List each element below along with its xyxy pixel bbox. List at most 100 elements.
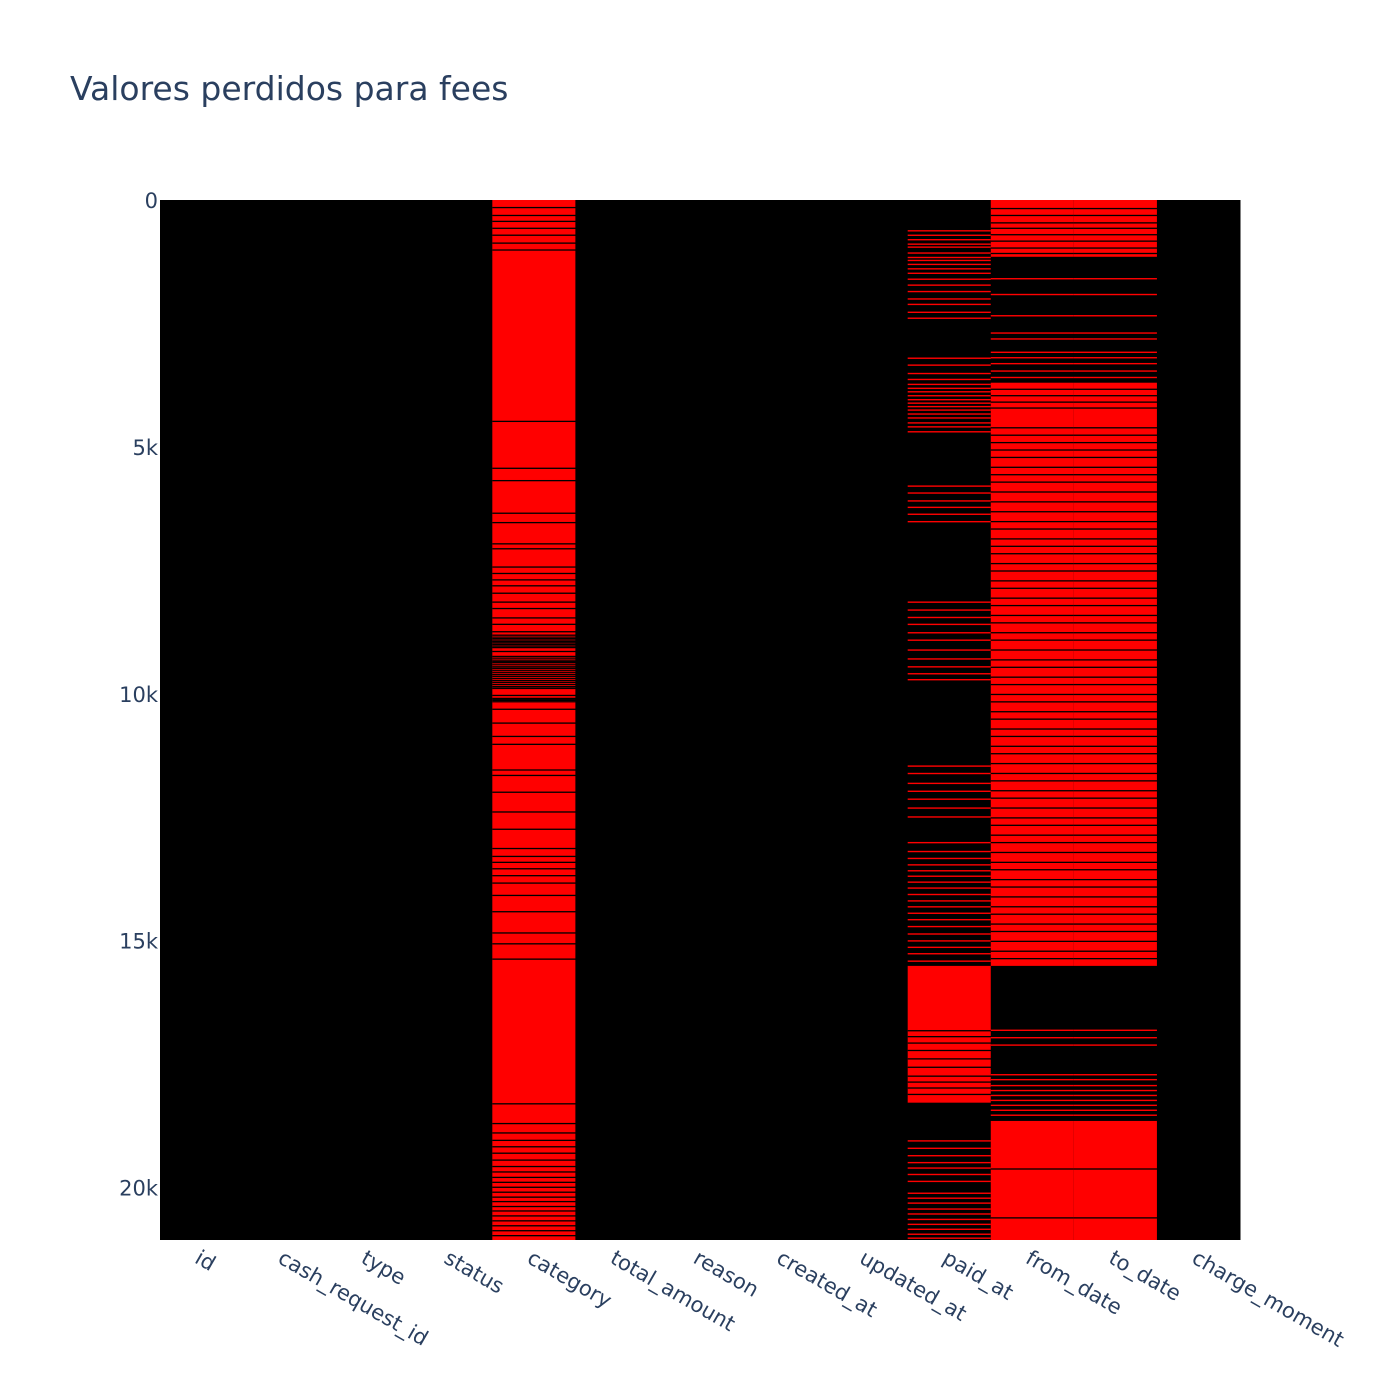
missing-row-paid_at xyxy=(907,1202,992,1204)
dense-row-paid_at xyxy=(907,569,992,571)
present-row-category xyxy=(492,943,576,945)
present-row-from_date xyxy=(990,718,1075,720)
dense-row-paid_at xyxy=(907,688,992,690)
missing-row-from_date xyxy=(990,1094,1075,1097)
present-row-to_date xyxy=(1073,545,1158,547)
dense-row-paid_at xyxy=(907,757,992,759)
missing-row-to_date xyxy=(1073,338,1158,340)
dense-row-paid_at xyxy=(907,436,992,438)
present-row-from_date xyxy=(990,728,1075,730)
dense-row-paid_at xyxy=(907,557,992,559)
dense-row-paid_at xyxy=(907,558,992,561)
present-row-from_date xyxy=(990,940,1075,943)
present-row-category xyxy=(492,894,576,897)
dense-row-paid_at xyxy=(907,552,992,554)
dense-row-paid_at xyxy=(907,555,992,557)
present-row-to_date xyxy=(1073,851,1158,854)
missing-row-paid_at xyxy=(907,278,992,280)
present-row-from_date xyxy=(990,580,1075,582)
missing-row-paid_at xyxy=(907,263,992,266)
missing-block-to_date xyxy=(1073,1120,1158,1240)
dense-row-paid_at xyxy=(907,455,992,457)
present-row-category xyxy=(492,634,576,636)
present-row-to_date xyxy=(1073,491,1158,493)
dense-row-paid_at xyxy=(907,446,992,448)
missing-row-from_date xyxy=(990,351,1075,353)
present-row-to_date xyxy=(1073,614,1158,617)
dense-row-paid_at xyxy=(907,465,992,467)
present-row-from_date xyxy=(990,683,1075,686)
dense-row-paid_at xyxy=(907,754,992,756)
present-row-from_date xyxy=(990,247,1075,249)
present-row-category xyxy=(492,911,576,913)
dense-row-paid_at xyxy=(907,470,992,473)
present-row-category xyxy=(492,828,576,830)
present-row-from_date xyxy=(990,1217,1075,1219)
present-row-paid_at xyxy=(907,1049,992,1052)
present-row-from_date xyxy=(990,622,1075,624)
present-row-category xyxy=(492,650,576,653)
missing-row-from_date xyxy=(990,370,1075,372)
present-row-to_date xyxy=(1073,587,1158,589)
missing-row-paid_at xyxy=(907,409,992,411)
present-row-from_date xyxy=(990,807,1075,809)
dense-row-paid_at xyxy=(907,564,992,566)
missing-row-to_date xyxy=(1073,1044,1158,1046)
present-row-to_date xyxy=(1073,906,1158,908)
missing-row-paid_at xyxy=(907,1140,992,1142)
present-row-from_date xyxy=(990,632,1075,634)
missing-row-from_date xyxy=(990,1089,1075,1092)
missing-row-to_date xyxy=(1073,1094,1158,1097)
dense-row-paid_at xyxy=(907,736,992,738)
plot-area xyxy=(160,200,1241,1240)
missing-row-paid_at xyxy=(907,252,992,254)
missing-row-paid_at xyxy=(907,1197,992,1199)
dense-row-category xyxy=(492,636,576,638)
dense-row-paid_at xyxy=(907,443,992,445)
missing-block-from_date xyxy=(990,382,1075,966)
present-row-from_date xyxy=(990,587,1075,589)
missing-row-paid_at xyxy=(907,960,992,962)
present-row-category xyxy=(492,585,576,587)
dense-row-paid_at xyxy=(907,531,992,533)
present-row-from_date xyxy=(990,466,1075,468)
heatmap-column-status xyxy=(409,200,493,1240)
dense-row-paid_at xyxy=(907,747,992,749)
present-row-to_date xyxy=(1073,666,1158,668)
present-row-category xyxy=(492,1191,576,1193)
present-row-to_date xyxy=(1073,772,1158,775)
missing-row-to_date xyxy=(1073,376,1158,379)
present-row-category xyxy=(492,1103,576,1105)
present-row-from_date xyxy=(990,427,1075,429)
present-row-category xyxy=(492,811,576,813)
missing-row-paid_at xyxy=(907,765,992,767)
missing-row-from_date xyxy=(990,278,1075,280)
dense-row-paid_at xyxy=(907,438,992,440)
present-row-to_date xyxy=(1073,735,1158,738)
present-row-from_date xyxy=(990,753,1075,755)
present-row-to_date xyxy=(1073,869,1158,871)
present-row-from_date xyxy=(990,604,1075,607)
dense-row-category xyxy=(492,670,576,672)
dense-row-paid_at xyxy=(907,546,992,549)
missing-row-paid_at xyxy=(907,311,992,313)
present-row-from_date xyxy=(990,676,1075,678)
missing-row-paid_at xyxy=(907,893,992,896)
present-row-category xyxy=(492,1159,576,1161)
present-row-to_date xyxy=(1073,913,1158,915)
dense-row-paid_at xyxy=(907,460,992,462)
present-row-paid_at xyxy=(907,1075,992,1077)
present-row-to_date xyxy=(1073,950,1158,952)
y-tick-label: 10k xyxy=(119,683,159,707)
missing-row-to_date xyxy=(1073,278,1158,280)
present-row-category xyxy=(492,674,576,676)
missing-row-to_date xyxy=(1073,357,1158,359)
present-row-to_date xyxy=(1073,718,1158,720)
present-row-to_date xyxy=(1073,1217,1158,1219)
present-row-paid_at xyxy=(907,1030,992,1032)
present-row-category xyxy=(492,667,576,669)
missing-row-paid_at xyxy=(907,500,992,502)
present-row-to_date xyxy=(1073,1168,1158,1170)
missing-row-paid_at xyxy=(907,881,992,883)
dense-row-paid_at xyxy=(907,740,992,742)
